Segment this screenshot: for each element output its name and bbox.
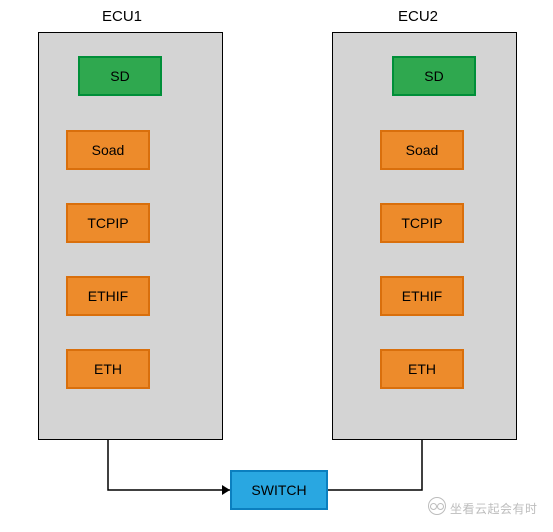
node-label: SWITCH — [251, 482, 306, 498]
node-label: SD — [110, 68, 129, 84]
node-ecu1-soad: Soad — [66, 130, 150, 170]
node-ecu2-tcpip: TCPIP — [380, 203, 464, 243]
node-ecu1-tcpip: TCPIP — [66, 203, 150, 243]
ecu-title-ecu2: ECU2 — [398, 8, 438, 25]
diagram-stage: ECU1 SD Soad TCPIP ETHIF ETH ECU2 SD Soad TCPIP ET… — [0, 0, 553, 532]
node-ecu2-soad: Soad — [380, 130, 464, 170]
node-label: SD — [424, 68, 443, 84]
node-label: Soad — [406, 142, 439, 158]
node-label: ETH — [408, 361, 436, 377]
node-label: ETHIF — [402, 288, 442, 304]
watermark-icon — [428, 497, 446, 515]
node-label: ETH — [94, 361, 122, 377]
node-label: ETHIF — [88, 288, 128, 304]
node-label: TCPIP — [87, 215, 128, 231]
node-ecu2-ethif: ETHIF — [380, 276, 464, 316]
node-ecu1-ethif: ETHIF — [66, 276, 150, 316]
ecu-title-ecu1: ECU1 — [102, 8, 142, 25]
node-label: TCPIP — [401, 215, 442, 231]
watermark-text: 坐看云起会有时 — [450, 500, 538, 517]
node-ecu1-sd: SD — [78, 56, 162, 96]
node-ecu2-sd: SD — [392, 56, 476, 96]
node-ecu1-eth: ETH — [66, 349, 150, 389]
node-label: Soad — [92, 142, 125, 158]
node-switch: SWITCH — [230, 470, 328, 510]
node-ecu2-eth: ETH — [380, 349, 464, 389]
